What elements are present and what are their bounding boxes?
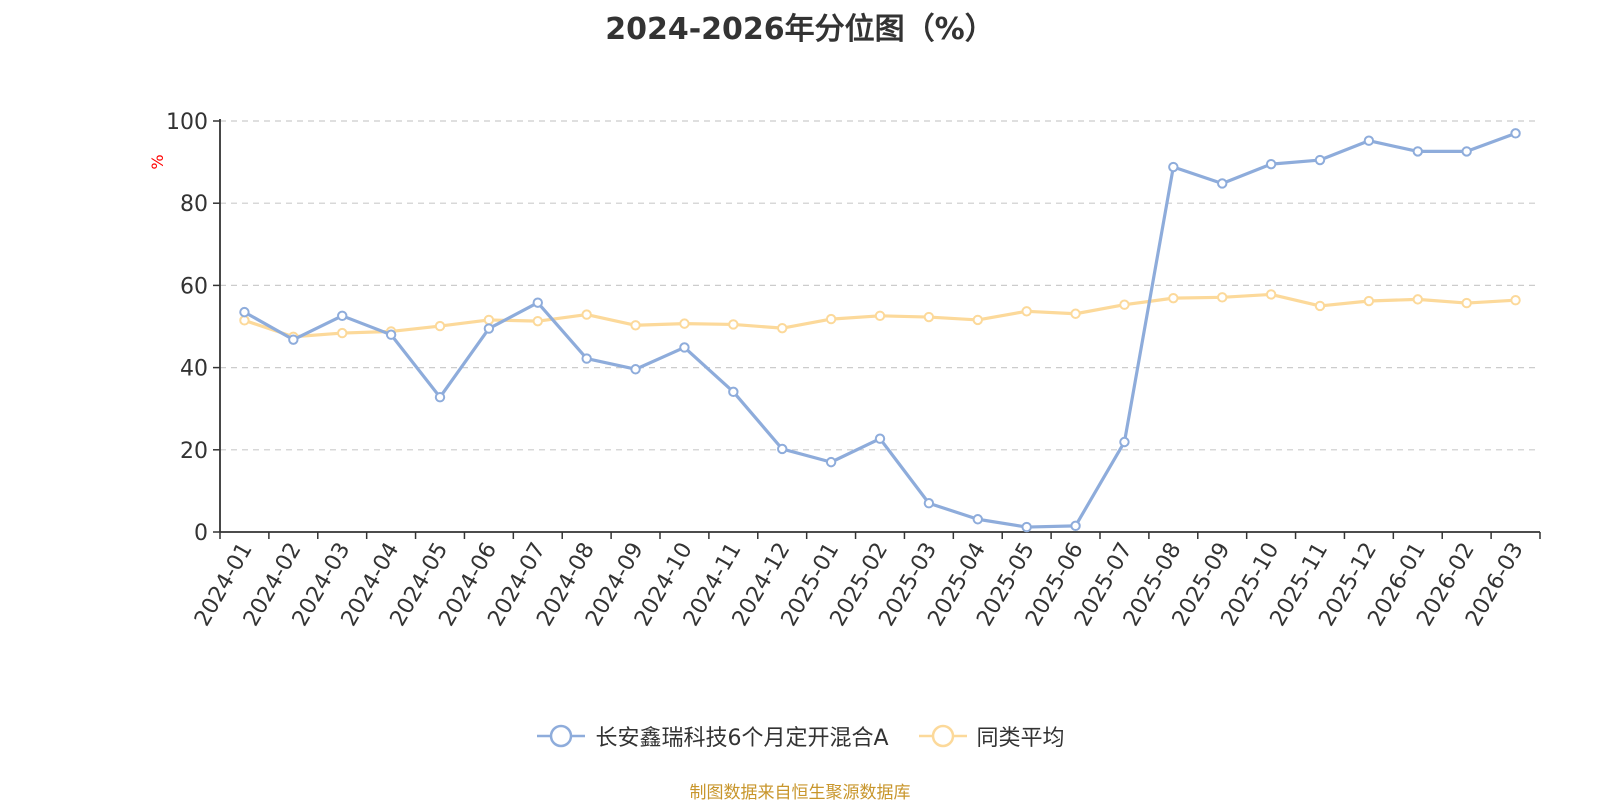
data-point-1 (923, 311, 935, 323)
series-line-0 (242, 131, 1518, 529)
data-point-0 (434, 391, 446, 403)
data-point-1 (239, 315, 250, 326)
data-point-0 (923, 498, 935, 509)
axes (213, 119, 1541, 539)
data-point-1 (1217, 292, 1228, 303)
y-tick-label: 100 (166, 110, 208, 135)
data-point-1 (777, 322, 788, 334)
legend: 长安鑫瑞科技6个月定开混合A 同类平均 (0, 720, 1600, 752)
axis-labels: 020406080100%2024-012024-022024-032024-0… (148, 110, 1529, 631)
data-point-0 (1510, 128, 1521, 139)
data-point-0 (1021, 521, 1032, 533)
data-point-1 (1461, 297, 1472, 309)
data-point-1 (874, 310, 886, 322)
legend-line-circle-icon (918, 724, 967, 748)
data-point-0 (972, 514, 983, 525)
data-point-0 (679, 342, 690, 353)
data-point-0 (1461, 146, 1472, 157)
data-point-0 (728, 386, 739, 398)
data-point-0 (288, 334, 299, 345)
data-point-0 (825, 456, 837, 468)
data-point-0 (1412, 146, 1423, 157)
data-point-1 (337, 327, 348, 339)
data-point-1 (483, 314, 495, 326)
y-tick-label: 40 (180, 357, 208, 382)
y-tick-label: 60 (180, 274, 208, 299)
data-point-1 (1314, 300, 1326, 312)
data-point-0 (874, 433, 886, 444)
data-point-0 (1217, 178, 1228, 189)
data-point-0 (337, 310, 348, 322)
data-point-0 (1168, 161, 1179, 173)
data-point-0 (1363, 135, 1375, 146)
legend-item-0[interactable]: 长安鑫瑞科技6个月定开混合A (535, 720, 889, 752)
data-point-1 (679, 318, 690, 329)
y-axis-unit-label: % (148, 154, 167, 169)
data-point-1 (1070, 308, 1081, 319)
data-point-1 (1265, 289, 1277, 300)
data-point-0 (532, 297, 543, 308)
data-point-1 (434, 320, 446, 332)
data-point-1 (972, 314, 983, 326)
data-point-0 (385, 329, 397, 340)
data-point-1 (630, 320, 641, 331)
data-point-1 (1021, 306, 1032, 317)
data-point-1 (728, 319, 739, 330)
source-note: 制图数据来自恒生聚源数据库 (689, 783, 911, 803)
data-point-1 (1168, 292, 1179, 304)
y-tick-label: 80 (180, 192, 208, 217)
data-point-0 (1265, 158, 1277, 170)
data-point-0 (630, 364, 641, 375)
series-lines (239, 128, 1521, 533)
y-tick-label: 0 (194, 521, 208, 546)
data-point-0 (1314, 154, 1326, 166)
data-point-1 (825, 313, 837, 325)
data-point-1 (1412, 294, 1423, 305)
data-point-1 (581, 309, 592, 320)
legend-item-1[interactable]: 同类平均 (917, 720, 1065, 752)
data-point-0 (581, 353, 592, 364)
data-point-0 (777, 443, 788, 455)
data-point-0 (1070, 520, 1081, 532)
y-tick-label: 20 (180, 439, 208, 464)
gridlines (220, 120, 1540, 451)
data-point-0 (483, 323, 495, 334)
data-point-1 (532, 315, 543, 327)
data-point-1 (1119, 299, 1130, 310)
legend-label: 长安鑫瑞科技6个月定开混合A (595, 726, 889, 751)
data-point-0 (1119, 436, 1130, 448)
data-point-1 (1510, 294, 1521, 306)
chart-title: 2024-2026年分位图（%） (605, 12, 995, 47)
data-point-0 (239, 306, 250, 318)
legend-line-circle-icon (537, 724, 586, 748)
data-point-1 (1363, 295, 1375, 307)
legend-label: 同类平均 (976, 726, 1065, 751)
